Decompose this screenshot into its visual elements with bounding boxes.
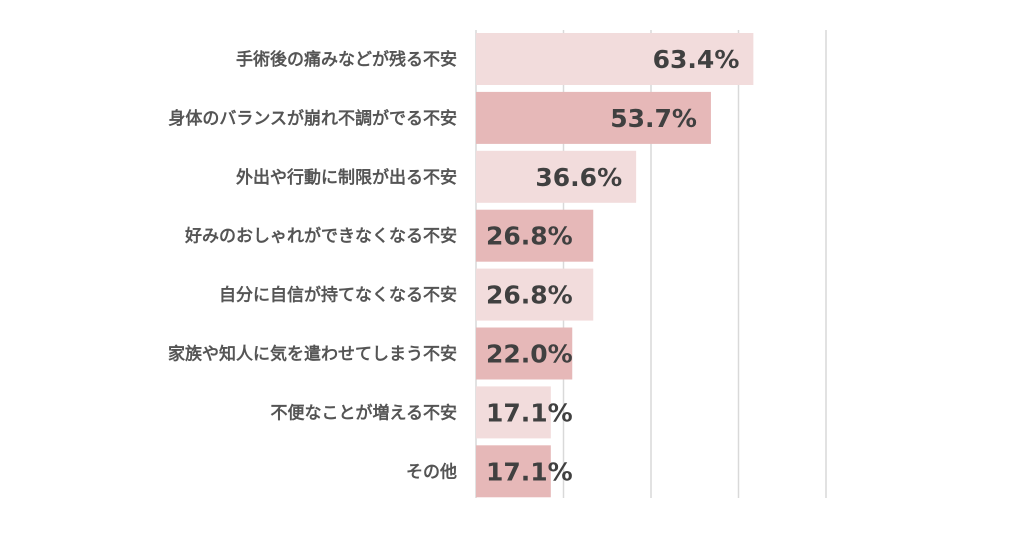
value-label-2: 53.7% bbox=[610, 104, 697, 133]
value-label-8: 17.1% bbox=[486, 457, 573, 486]
bar-1 bbox=[476, 33, 754, 85]
category-label-6: 家族や知人に気を遣わせてしまう不安 bbox=[168, 344, 457, 365]
bar-7 bbox=[476, 386, 551, 439]
value-label-5: 26.8% bbox=[486, 281, 573, 310]
category-label-3: 外出や行動に制限が出る不安 bbox=[236, 167, 457, 188]
category-label-2: 身体のバランスが崩れ不調がでる不安 bbox=[168, 108, 457, 129]
category-labels: 手術後の痛みなどが残る不安身体のバランスが崩れ不調がでる不安外出や行動に制限が出… bbox=[168, 49, 457, 482]
bars bbox=[476, 33, 754, 498]
bar-6 bbox=[476, 327, 573, 380]
value-label-1: 63.4% bbox=[653, 45, 740, 74]
bar-5 bbox=[476, 268, 594, 321]
bar-4 bbox=[476, 209, 594, 262]
category-label-4: 好みのおしゃれができなくなる不安 bbox=[184, 226, 457, 247]
value-label-7: 17.1% bbox=[486, 398, 573, 427]
value-label-4: 26.8% bbox=[486, 222, 573, 251]
category-label-5: 自分に自信が持てなくなる不安 bbox=[219, 285, 457, 306]
category-label-1: 手術後の痛みなどが残る不安 bbox=[236, 49, 457, 70]
bar-2 bbox=[476, 91, 711, 144]
value-label-3: 36.6% bbox=[535, 163, 622, 192]
value-label-6: 22.0% bbox=[486, 340, 573, 369]
category-label-8: その他 bbox=[406, 461, 457, 482]
value-labels: 63.4% 53.7% 36.6% 26.8% 26.8% 22.0% 17.1% 17.1% bbox=[486, 45, 739, 486]
category-label-7: 不便なことが増える不安 bbox=[271, 402, 458, 423]
bar-8 bbox=[476, 445, 551, 498]
bar-3 bbox=[476, 150, 637, 203]
